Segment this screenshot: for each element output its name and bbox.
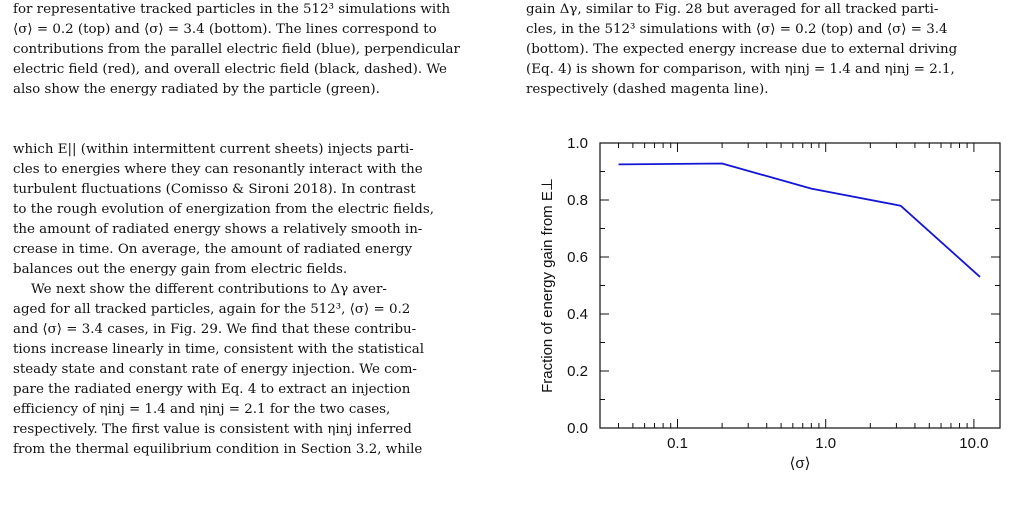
body-line: respectively. The first value is consist… <box>13 420 483 440</box>
body-line: steady state and constant rate of energy… <box>13 360 483 380</box>
y-tick-label: 0.0 <box>567 420 588 437</box>
body-line: which E|| (within intermittent current s… <box>13 140 483 160</box>
caption-line: contributions from the parallel electric… <box>13 40 483 60</box>
body-paragraph-1: which E|| (within intermittent current s… <box>13 140 483 280</box>
line-chart: 0.0 0.2 0.4 0.6 0.8 1.0 0.1 1.0 10.0 ⟨σ⟩ Fractio… <box>528 132 1017 511</box>
right-column: gain Δγ, similar to Fig. 28 but averaged… <box>526 0 1004 100</box>
caption-line: ⟨σ⟩ = 0.2 (top) and ⟨σ⟩ = 3.4 (bottom). … <box>13 20 483 40</box>
body-line: to the rough evolution of energization f… <box>13 200 483 220</box>
y-tick-label: 0.4 <box>567 306 588 323</box>
caption-line: electric field (red), and overall electr… <box>13 60 483 80</box>
data-series <box>619 164 981 277</box>
body-line: turbulent fluctuations (Comisso & Sironi… <box>13 180 483 200</box>
body-line: aged for all tracked particles, again fo… <box>13 300 483 320</box>
figure-30: 0.0 0.2 0.4 0.6 0.8 1.0 0.1 1.0 10.0 ⟨σ⟩ Fractio… <box>528 132 1017 511</box>
figure-29-caption: gain Δγ, similar to Fig. 28 but averaged… <box>526 0 1004 100</box>
caption-line: (Eq. 4) is shown for comparison, with ηi… <box>526 60 1004 80</box>
y-tick-label: 0.8 <box>567 192 588 209</box>
caption-line: gain Δγ, similar to Fig. 28 but averaged… <box>526 0 1004 20</box>
body-line: cles to energies where they can resonant… <box>13 160 483 180</box>
body-line: the amount of radiated energy shows a re… <box>13 220 483 240</box>
caption-line: for representative tracked particles in … <box>13 0 483 20</box>
figure-28-caption: for representative tracked particles in … <box>13 0 483 100</box>
caption-line: respectively (dashed magenta line). <box>526 80 1004 100</box>
series-line <box>619 164 981 277</box>
body-line: and ⟨σ⟩ = 3.4 cases, in Fig. 29. We find… <box>13 320 483 340</box>
x-tick-label: 0.1 <box>667 435 688 452</box>
body-line: from the thermal equilibrium condition i… <box>13 440 483 460</box>
y-tick-label: 1.0 <box>567 135 588 152</box>
body-line: We next show the different contributions… <box>13 280 483 300</box>
x-axis-label: ⟨σ⟩ <box>790 455 811 472</box>
axis-tick-labels: 0.0 0.2 0.4 0.6 0.8 1.0 0.1 1.0 10.0 <box>567 135 988 452</box>
y-axis-label: Fraction of energy gain from E⊥ <box>539 178 556 393</box>
x-tick-label: 10.0 <box>959 435 988 452</box>
caption-line: also show the energy radiated by the par… <box>13 80 483 100</box>
caption-line: cles, in the 512³ simulations with ⟨σ⟩ =… <box>526 20 1004 40</box>
body-line: tions increase linearly in time, consist… <box>13 340 483 360</box>
body-line: crease in time. On average, the amount o… <box>13 240 483 260</box>
x-tick-label: 1.0 <box>815 435 836 452</box>
y-tick-label: 0.6 <box>567 249 588 266</box>
caption-line: (bottom). The expected energy increase d… <box>526 40 1004 60</box>
body-line: balances out the energy gain from electr… <box>13 260 483 280</box>
body-line: efficiency of ηinj = 1.4 and ηinj = 2.1 … <box>13 400 483 420</box>
body-line: pare the radiated energy with Eq. 4 to e… <box>13 380 483 400</box>
body-paragraph-2: We next show the different contributions… <box>13 280 483 460</box>
left-column: for representative tracked particles in … <box>13 0 483 460</box>
y-tick-label: 0.2 <box>567 363 588 380</box>
